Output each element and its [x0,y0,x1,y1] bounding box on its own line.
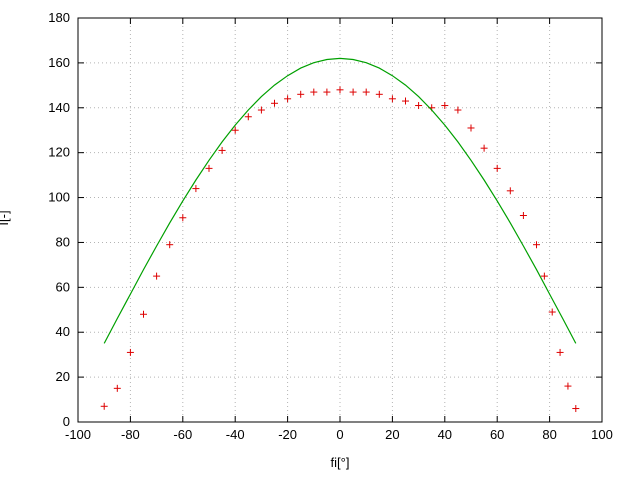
y-tick-label: 0 [63,414,70,429]
y-tick-label: 80 [56,234,70,249]
x-tick-label: 80 [542,427,556,442]
x-tick-label: 100 [591,427,613,442]
y-axis-label: I[-] [0,210,12,226]
y-tick-label: 20 [56,369,70,384]
x-tick-label: -60 [173,427,192,442]
y-tick-label: 60 [56,279,70,294]
y-tick-label: 120 [48,145,70,160]
x-tick-label: 20 [385,427,399,442]
x-tick-label: 0 [336,427,343,442]
x-tick-label: -20 [278,427,297,442]
series-model-curve [103,57,577,344]
x-tick-label: -100 [65,427,91,442]
x-tick-label: 40 [438,427,452,442]
y-tick-label: 140 [48,100,70,115]
x-tick-label: -40 [226,427,245,442]
x-tick-label: -80 [121,427,140,442]
y-tick-label: 160 [48,55,70,70]
y-tick-label: 40 [56,324,70,339]
x-tick-label: 60 [490,427,504,442]
y-tick-label: 180 [48,10,70,25]
y-tick-label: 100 [48,190,70,205]
x-axis-label: fi[°] [330,455,350,470]
